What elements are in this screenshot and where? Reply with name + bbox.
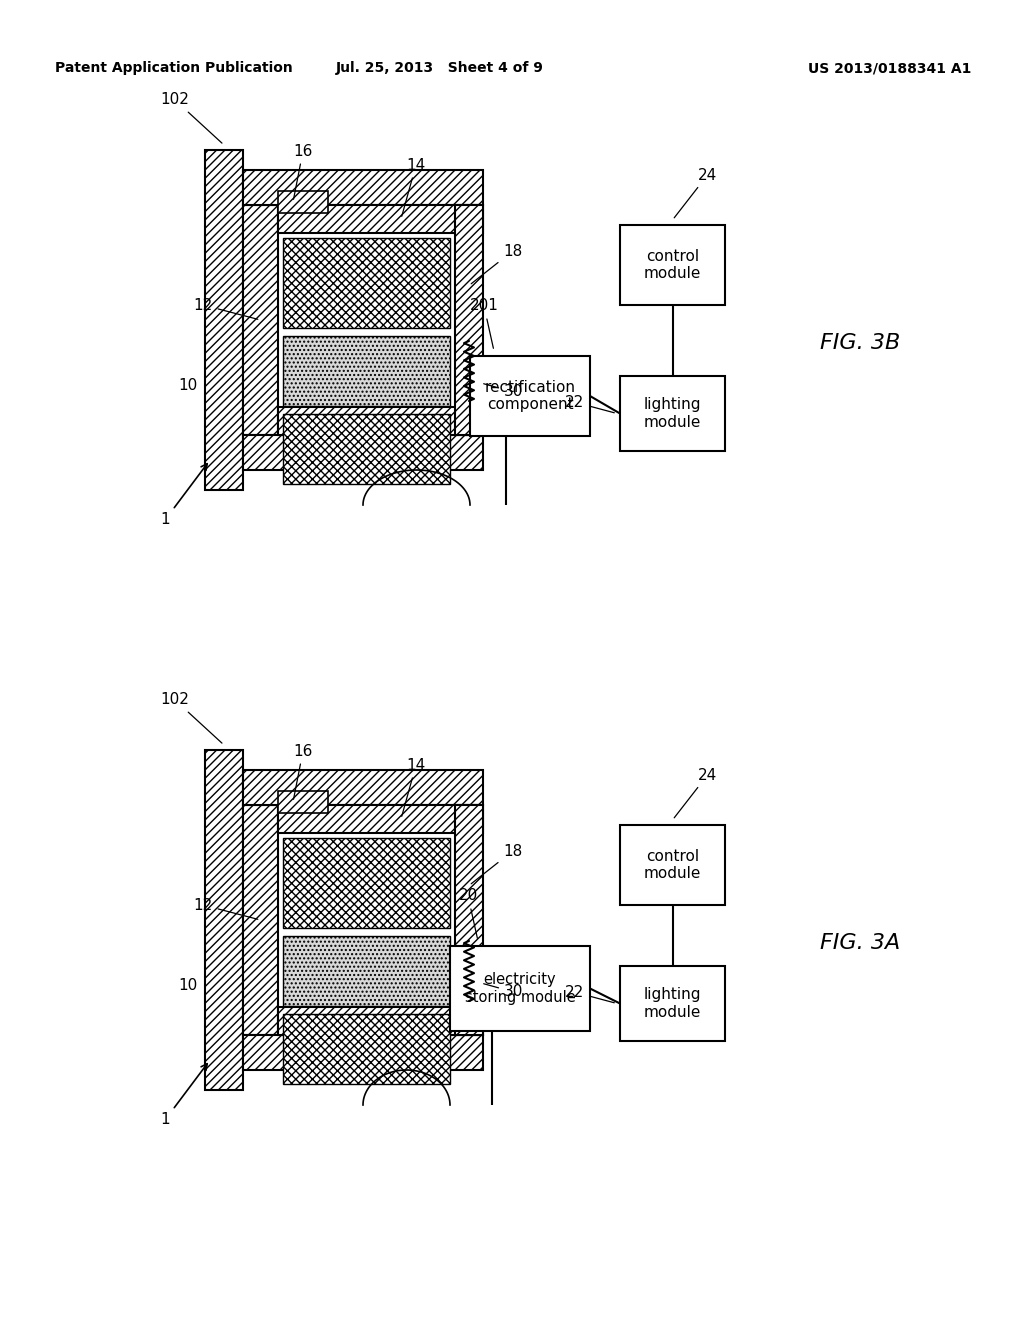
Text: 14: 14 [401, 758, 426, 816]
Text: 14: 14 [401, 157, 426, 216]
Text: FIG. 3B: FIG. 3B [820, 333, 900, 352]
Bar [283, 838, 450, 928]
Text: 16: 16 [293, 743, 312, 800]
Bar [620, 376, 725, 451]
Text: control
module: control module [644, 849, 701, 882]
Text: 24: 24 [674, 767, 717, 818]
Text: 22: 22 [565, 985, 614, 1003]
Bar [278, 191, 328, 213]
Text: US 2013/0188341 A1: US 2013/0188341 A1 [808, 61, 972, 75]
Text: 1: 1 [160, 463, 207, 528]
Text: 22: 22 [565, 395, 614, 413]
Text: FIG. 3A: FIG. 3A [820, 933, 900, 953]
Bar [278, 407, 483, 436]
Bar [455, 205, 483, 436]
Text: rectification
component: rectification component [484, 380, 575, 412]
Text: Patent Application Publication: Patent Application Publication [55, 61, 293, 75]
Text: Jul. 25, 2013   Sheet 4 of 9: Jul. 25, 2013 Sheet 4 of 9 [336, 61, 544, 75]
Text: 24: 24 [674, 168, 717, 218]
Bar [283, 936, 450, 1006]
Text: 12: 12 [194, 898, 258, 919]
Bar [278, 805, 483, 833]
Bar [243, 170, 483, 205]
Text: 102: 102 [161, 92, 222, 143]
Text: 18: 18 [471, 843, 522, 884]
Text: 10: 10 [178, 978, 198, 994]
Text: 1: 1 [160, 1064, 207, 1127]
Bar [243, 805, 278, 1035]
Text: 16: 16 [293, 144, 312, 199]
Text: 30: 30 [483, 384, 523, 400]
Bar [455, 805, 483, 1035]
Bar [205, 750, 243, 1090]
Bar [243, 205, 278, 436]
Bar [283, 238, 450, 327]
Bar [620, 825, 725, 906]
Text: 18: 18 [471, 243, 522, 284]
Bar [278, 1007, 483, 1035]
Bar [278, 205, 483, 234]
Text: 10: 10 [178, 379, 198, 393]
Text: lighting
module: lighting module [644, 397, 701, 430]
Bar [278, 791, 328, 813]
Bar [283, 1014, 450, 1084]
Text: 20: 20 [459, 888, 477, 939]
Text: 30: 30 [483, 983, 523, 999]
Bar [450, 946, 590, 1031]
Text: control
module: control module [644, 248, 701, 281]
Text: 102: 102 [161, 693, 222, 743]
Bar [470, 356, 590, 436]
Bar [205, 150, 243, 490]
Text: lighting
module: lighting module [644, 987, 701, 1019]
Bar [620, 224, 725, 305]
Text: electricity
storing module: electricity storing module [465, 973, 575, 1005]
Text: 12: 12 [194, 297, 258, 319]
Text: 201: 201 [470, 298, 499, 348]
Bar [283, 414, 450, 484]
Bar [620, 966, 725, 1041]
Bar [283, 337, 450, 407]
Bar [243, 1035, 483, 1071]
Bar [243, 770, 483, 805]
Bar [243, 436, 483, 470]
